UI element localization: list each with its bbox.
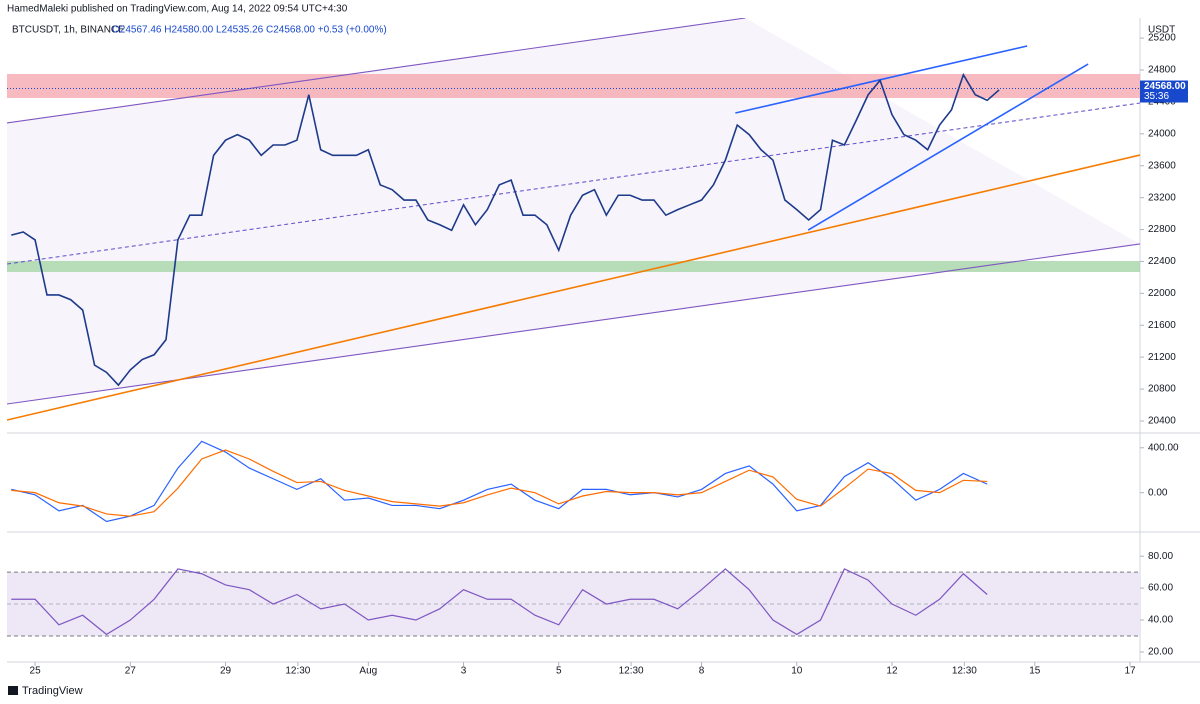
y-tick-label: 22000 <box>1148 288 1176 299</box>
trendline <box>7 102 1140 265</box>
series-line <box>11 568 988 636</box>
trendline <box>735 45 1028 114</box>
publisher: HamedMaleki published on TradingView.com… <box>7 4 348 15</box>
symbol: BTCUSDT, 1h, BINANCE <box>12 25 125 36</box>
series-line <box>11 72 1000 387</box>
x-tick-label: 12:30 <box>952 666 977 677</box>
trendline <box>7 18 746 124</box>
x-tick-label: 5 <box>556 666 562 677</box>
y-tick-label: 20800 <box>1148 384 1176 395</box>
y-tick-label: 21600 <box>1148 320 1176 331</box>
y-tick-label: 40.00 <box>1148 615 1173 626</box>
y-tick-label: 23600 <box>1148 160 1176 171</box>
series-line <box>11 449 988 517</box>
y-tick-label: 20400 <box>1148 416 1176 427</box>
y-tick-label: 23200 <box>1148 192 1176 203</box>
x-tick-label: 27 <box>125 666 137 677</box>
y-tick-label: 24000 <box>1148 128 1176 139</box>
y-tick-label: 21200 <box>1148 352 1176 363</box>
last-price-badge <box>1140 80 1188 103</box>
countdown: 35:36 <box>1144 91 1169 102</box>
trendline <box>807 63 1089 231</box>
y-tick-label: 80.00 <box>1148 551 1173 562</box>
x-tick-label: Aug <box>359 666 377 677</box>
y-tick-label: 60.00 <box>1148 583 1173 594</box>
trendline <box>7 154 1140 421</box>
unit-label: USDT <box>1148 25 1175 36</box>
x-tick-label: 12:30 <box>285 666 310 677</box>
series-line <box>11 440 988 523</box>
zone <box>7 260 1140 272</box>
x-tick-label: 25 <box>30 666 42 677</box>
y-tick-label: 400.00 <box>1148 442 1179 453</box>
y-tick-label: 0.00 <box>1148 487 1168 498</box>
x-tick-label: 17 <box>1124 666 1136 677</box>
brand-logo <box>8 686 18 695</box>
ohlc: O24567.46 H24580.00 L24535.26 C24568.00 … <box>112 25 387 36</box>
x-tick-label: 3 <box>461 666 467 677</box>
y-tick-label: 22400 <box>1148 256 1176 267</box>
y-tick-label: 22800 <box>1148 224 1176 235</box>
x-tick-label: 29 <box>220 666 232 677</box>
x-tick-label: 12 <box>886 666 898 677</box>
x-tick-label: 12:30 <box>619 666 644 677</box>
x-tick-label: 10 <box>791 666 803 677</box>
zone <box>7 73 1140 99</box>
brand: TradingView <box>22 685 83 697</box>
y-tick-label: 25200 <box>1148 33 1176 44</box>
y-tick-label: 20.00 <box>1148 647 1173 658</box>
x-tick-label: 8 <box>699 666 705 677</box>
x-tick-label: 15 <box>1029 666 1041 677</box>
trendline <box>7 243 1140 405</box>
y-tick-label: 24800 <box>1148 65 1176 76</box>
last-price-label: 24568.00 <box>1144 81 1186 92</box>
